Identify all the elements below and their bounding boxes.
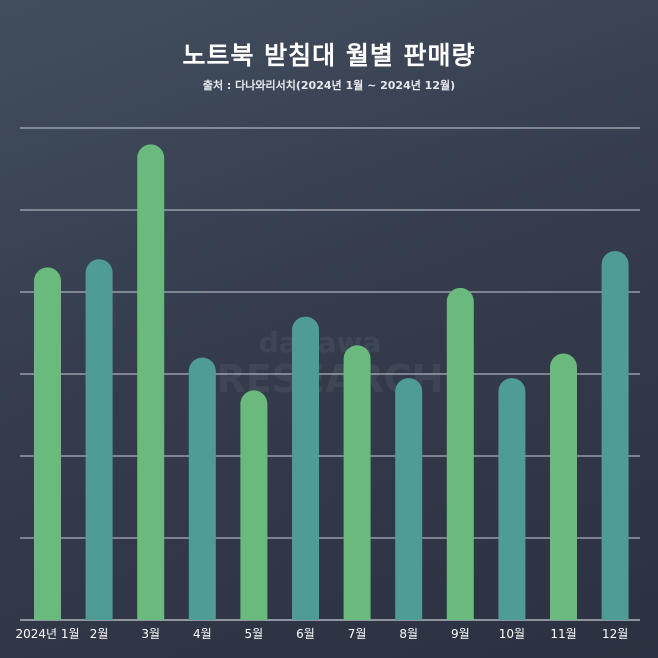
x-tick-label: 12월 <box>602 627 628 641</box>
chart-subtitle: 출처 : 다나와리서치(2024년 1월 ~ 2024년 12월) <box>202 79 456 92</box>
bar <box>343 345 371 620</box>
bar <box>137 144 165 620</box>
x-tick-label: 6월 <box>296 627 315 641</box>
chart-title: 노트북 받침대 월별 판매량 <box>182 41 476 70</box>
x-tick-label: 7월 <box>348 627 367 641</box>
bar <box>240 390 268 620</box>
x-tick-label: 8월 <box>399 627 418 641</box>
x-tick-label: 3월 <box>141 627 160 641</box>
x-tick-label: 11월 <box>550 627 576 641</box>
bar <box>550 353 577 620</box>
bar <box>446 287 474 620</box>
x-tick-label: 10월 <box>499 627 525 641</box>
x-tick-label: 9월 <box>451 627 470 641</box>
gridlines <box>20 127 640 621</box>
x-tick-label: 5월 <box>245 627 264 641</box>
bar <box>188 357 216 620</box>
bar <box>292 316 319 620</box>
bar <box>85 259 113 620</box>
bar <box>601 251 629 620</box>
x-tick-label: 2024년 1월 <box>15 627 79 641</box>
bar <box>34 267 61 620</box>
x-tick-label: 4월 <box>193 627 212 641</box>
bars <box>34 144 629 620</box>
bar <box>498 378 526 620</box>
x-tick-label: 2월 <box>90 627 109 641</box>
bar <box>395 378 423 620</box>
x-axis-labels: 2024년 1월 2월 3월 4월 5월 6월 7월 8월 9월 10월 11월 12월 <box>15 627 628 641</box>
